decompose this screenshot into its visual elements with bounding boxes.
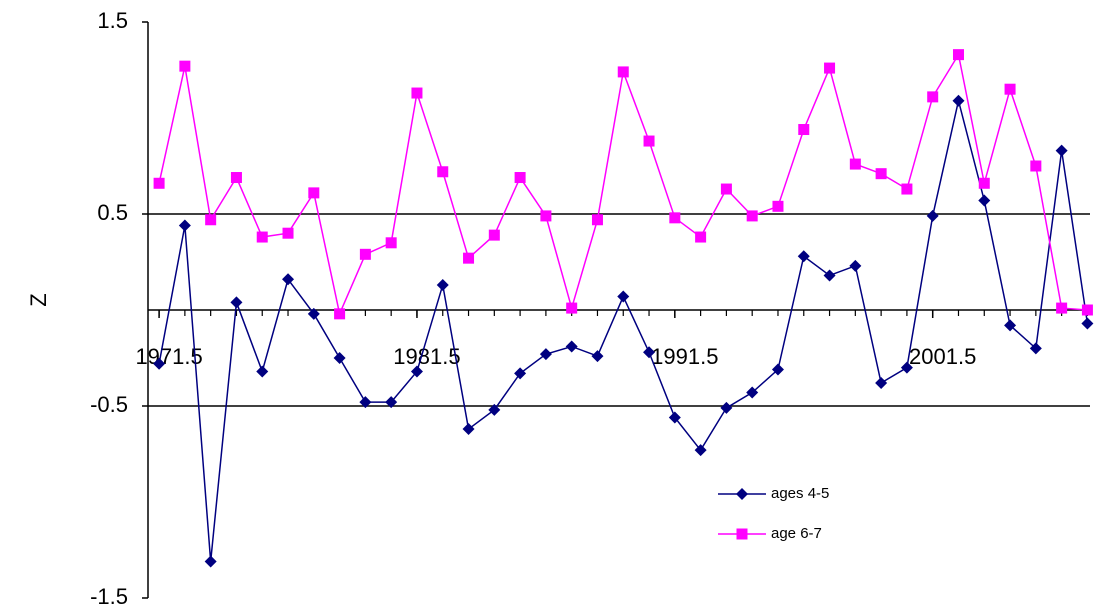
x-tick-label: 1981.5: [393, 344, 460, 369]
y-tick-label: -0.5: [90, 392, 128, 417]
data-point: [410, 365, 423, 378]
data-point: [514, 367, 527, 380]
data-point: [307, 307, 320, 320]
data-point: [385, 396, 398, 409]
data-point: [797, 250, 810, 263]
data-point: [179, 60, 191, 72]
data-point: [1055, 144, 1068, 157]
data-point: [308, 187, 320, 199]
data-point: [540, 210, 552, 222]
data-point: [359, 396, 372, 409]
x-tick-label: 1991.5: [651, 344, 718, 369]
data-point: [256, 231, 268, 243]
y-tick-label: 0.5: [97, 200, 128, 225]
legend-label: age 6-7: [771, 525, 822, 542]
data-point: [437, 166, 449, 178]
data-point: [669, 212, 681, 224]
data-point: [385, 237, 397, 249]
data-point: [617, 290, 630, 303]
data-point: [849, 259, 862, 272]
data-point: [849, 158, 861, 170]
data-point: [694, 444, 707, 457]
data-point: [178, 219, 191, 232]
data-point: [720, 183, 732, 195]
series-line: [158, 100, 1089, 562]
legend-marker: [736, 488, 748, 500]
data-point: [411, 87, 423, 99]
data-point: [1030, 160, 1042, 172]
data-point: [617, 66, 629, 78]
data-point: [204, 555, 217, 568]
data-point: [153, 177, 165, 189]
data-point: [488, 403, 501, 416]
data-point: [1029, 342, 1042, 355]
data-point: [927, 91, 939, 103]
data-point: [282, 273, 295, 286]
data-point: [591, 214, 603, 226]
data-point: [824, 62, 836, 74]
data-point: [952, 94, 965, 107]
data-point: [1081, 304, 1093, 316]
data-point: [463, 252, 475, 264]
data-point: [1004, 319, 1017, 332]
series-line: [158, 52, 1088, 317]
data-point: [1056, 302, 1068, 314]
data-point: [539, 348, 552, 361]
data-point: [695, 231, 707, 243]
data-point: [978, 177, 990, 189]
legend-marker: [736, 528, 748, 540]
data-point: [668, 411, 681, 424]
data-point: [566, 302, 578, 314]
data-point: [1004, 83, 1016, 95]
data-point: [488, 229, 500, 241]
data-point: [359, 248, 371, 260]
data-point: [900, 361, 913, 374]
data-point: [875, 376, 888, 389]
data-point: [334, 308, 346, 320]
data-point: [591, 350, 604, 363]
data-point: [901, 183, 913, 195]
y-axis-label: Z: [26, 293, 51, 306]
data-point: [926, 209, 939, 222]
data-point: [978, 194, 991, 207]
y-tick-label: 1.5: [97, 8, 128, 33]
y-tick-label: -1.5: [90, 584, 128, 609]
data-point: [565, 340, 578, 353]
x-tick-label: 1971.5: [135, 344, 202, 369]
data-point: [771, 363, 784, 376]
data-point: [230, 172, 242, 184]
data-point: [436, 279, 449, 292]
data-point: [746, 386, 759, 399]
data-point: [333, 352, 346, 364]
data-point: [462, 423, 475, 436]
data-point: [798, 124, 810, 136]
data-point: [952, 49, 964, 61]
data-point: [643, 135, 655, 147]
x-tick-label: 2001.5: [909, 344, 976, 369]
data-point: [643, 346, 656, 359]
data-point: [230, 296, 243, 309]
data-point: [256, 365, 269, 378]
data-point: [153, 357, 166, 370]
data-point: [282, 227, 294, 239]
data-point: [772, 200, 784, 212]
legend-label: ages 4-5: [771, 485, 829, 502]
data-point: [514, 172, 526, 184]
data-point: [720, 401, 733, 414]
data-point: [823, 269, 836, 282]
data-point: [746, 210, 758, 222]
data-point: [205, 214, 217, 226]
data-point: [875, 168, 887, 180]
data-point: [1081, 317, 1094, 330]
